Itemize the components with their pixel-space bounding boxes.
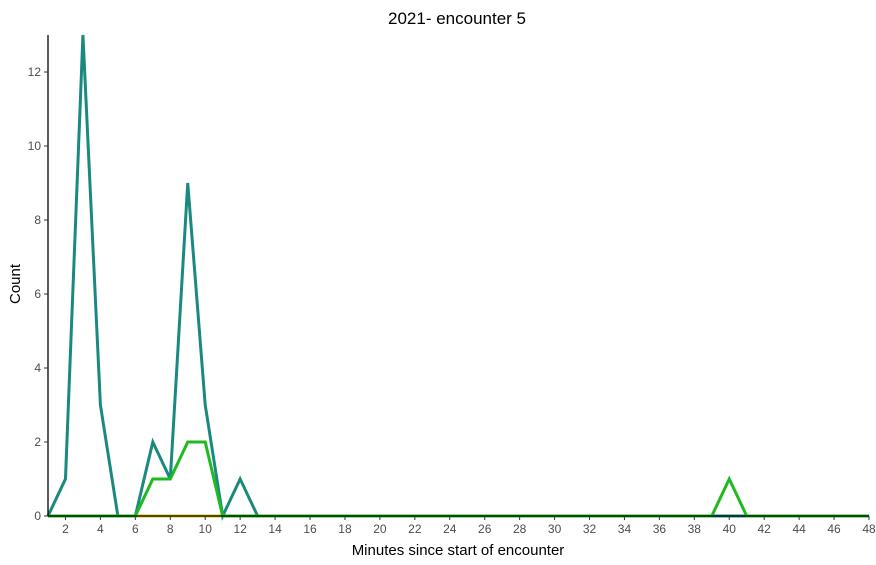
- x-tick-label: 48: [862, 522, 876, 536]
- x-tick-label: 24: [443, 522, 457, 536]
- x-axis-title: Minutes since start of encounter: [352, 542, 565, 559]
- x-tick-label: 32: [583, 522, 597, 536]
- x-tick-label: 20: [373, 522, 387, 536]
- x-tick-label: 34: [618, 522, 632, 536]
- y-axis-title: Count: [7, 263, 24, 304]
- x-ticks: 2 4 6 8 10 12 14 16 18 20 22 24 26 28 30 32 34 36 38 40 42 44…: [62, 516, 876, 536]
- x-tick-label: 38: [688, 522, 702, 536]
- plot-area: 2 4 6 8 10 12 14 16 18 20 22 24 26 28 30 32 34 36 38 40 42 44…: [28, 34, 876, 536]
- x-tick-label: 14: [268, 522, 282, 536]
- x-tick-label: 36: [653, 522, 667, 536]
- x-tick-label: 10: [199, 522, 213, 536]
- chart-title: 2021- encounter 5: [388, 9, 526, 28]
- x-tick-label: 40: [723, 522, 737, 536]
- y-tick-label: 10: [28, 139, 42, 153]
- y-tick-label: 12: [28, 65, 42, 79]
- x-tick-label: 28: [513, 522, 527, 536]
- x-tick-label: 18: [338, 522, 352, 536]
- x-tick-label: 2: [62, 522, 69, 536]
- series-line-2: [46, 34, 869, 522]
- x-tick-label: 22: [408, 522, 422, 536]
- x-tick-label: 26: [478, 522, 492, 536]
- x-tick-label: 8: [167, 522, 174, 536]
- y-tick-label: 0: [34, 509, 41, 523]
- y-ticks: 0 2 4 6 8 10 12: [28, 65, 48, 523]
- series-layer: [46, 34, 869, 522]
- x-tick-label: 42: [758, 522, 772, 536]
- y-tick-label: 4: [34, 361, 41, 375]
- x-tick-label: 30: [548, 522, 562, 536]
- y-tick-label: 2: [34, 435, 41, 449]
- x-tick-label: 44: [792, 522, 806, 536]
- y-tick-label: 8: [34, 213, 41, 227]
- x-tick-label: 4: [97, 522, 104, 536]
- x-tick-label: 16: [303, 522, 317, 536]
- x-tick-label: 46: [827, 522, 841, 536]
- x-tick-label: 6: [132, 522, 139, 536]
- x-tick-label: 12: [233, 522, 247, 536]
- y-tick-label: 6: [34, 287, 41, 301]
